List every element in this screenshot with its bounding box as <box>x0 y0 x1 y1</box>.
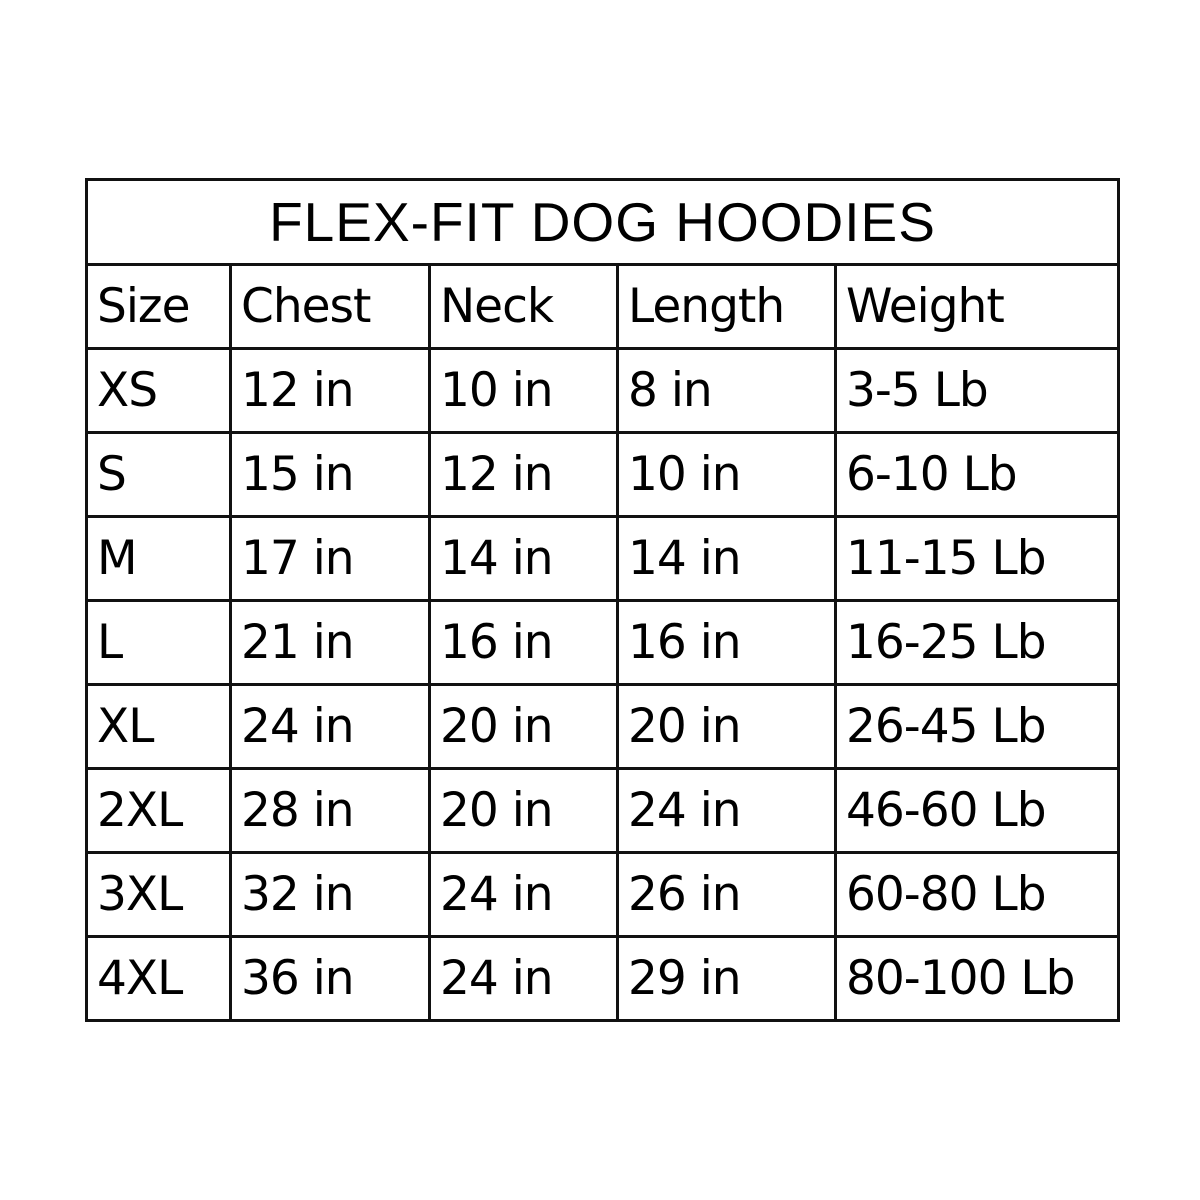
cell-length: 26 in <box>616 851 837 938</box>
cell-weight: 11-15 Lb <box>834 515 1120 602</box>
cell-weight: 26-45 Lb <box>834 683 1120 770</box>
cell-weight: 46-60 Lb <box>834 767 1120 854</box>
cell-chest: 17 in <box>229 515 431 602</box>
cell-neck: 12 in <box>428 431 619 518</box>
table-row: 2XL 28 in 20 in 24 in 46-60 Lb <box>85 767 1120 854</box>
cell-size: S <box>85 431 232 518</box>
table-title: FLEX-FIT DOG HOODIES <box>85 178 1120 266</box>
cell-chest: 32 in <box>229 851 431 938</box>
cell-chest: 15 in <box>229 431 431 518</box>
table-row: M 17 in 14 in 14 in 11-15 Lb <box>85 515 1120 602</box>
cell-neck: 20 in <box>428 767 619 854</box>
cell-weight: 6-10 Lb <box>834 431 1120 518</box>
cell-chest: 21 in <box>229 599 431 686</box>
cell-size: XS <box>85 347 232 434</box>
table-row: 4XL 36 in 24 in 29 in 80-100 Lb <box>85 935 1120 1022</box>
cell-weight: 60-80 Lb <box>834 851 1120 938</box>
table-row: XL 24 in 20 in 20 in 26-45 Lb <box>85 683 1120 770</box>
cell-length: 10 in <box>616 431 837 518</box>
header-row: Size Chest Neck Length Weight <box>85 263 1120 350</box>
cell-size: M <box>85 515 232 602</box>
cell-chest: 36 in <box>229 935 431 1022</box>
table-row: L 21 in 16 in 16 in 16-25 Lb <box>85 599 1120 686</box>
column-header-size: Size <box>85 263 232 350</box>
cell-length: 8 in <box>616 347 837 434</box>
column-header-length: Length <box>616 263 837 350</box>
cell-chest: 12 in <box>229 347 431 434</box>
column-header-chest: Chest <box>229 263 431 350</box>
cell-neck: 24 in <box>428 851 619 938</box>
cell-neck: 24 in <box>428 935 619 1022</box>
cell-size: 4XL <box>85 935 232 1022</box>
column-header-weight: Weight <box>834 263 1120 350</box>
cell-length: 29 in <box>616 935 837 1022</box>
cell-length: 14 in <box>616 515 837 602</box>
table-row: 3XL 32 in 24 in 26 in 60-80 Lb <box>85 851 1120 938</box>
cell-weight: 80-100 Lb <box>834 935 1120 1022</box>
cell-neck: 20 in <box>428 683 619 770</box>
cell-weight: 16-25 Lb <box>834 599 1120 686</box>
cell-chest: 24 in <box>229 683 431 770</box>
cell-length: 20 in <box>616 683 837 770</box>
title-row: FLEX-FIT DOG HOODIES <box>85 178 1120 266</box>
cell-weight: 3-5 Lb <box>834 347 1120 434</box>
cell-length: 24 in <box>616 767 837 854</box>
cell-size: L <box>85 599 232 686</box>
cell-chest: 28 in <box>229 767 431 854</box>
table-row: S 15 in 12 in 10 in 6-10 Lb <box>85 431 1120 518</box>
cell-length: 16 in <box>616 599 837 686</box>
cell-size: 3XL <box>85 851 232 938</box>
cell-size: 2XL <box>85 767 232 854</box>
cell-neck: 10 in <box>428 347 619 434</box>
size-chart-table: FLEX-FIT DOG HOODIES Size Chest Neck Length… <box>85 178 1120 1022</box>
cell-size: XL <box>85 683 232 770</box>
cell-neck: 16 in <box>428 599 619 686</box>
cell-neck: 14 in <box>428 515 619 602</box>
column-header-neck: Neck <box>428 263 619 350</box>
table-row: XS 12 in 10 in 8 in 3-5 Lb <box>85 347 1120 434</box>
